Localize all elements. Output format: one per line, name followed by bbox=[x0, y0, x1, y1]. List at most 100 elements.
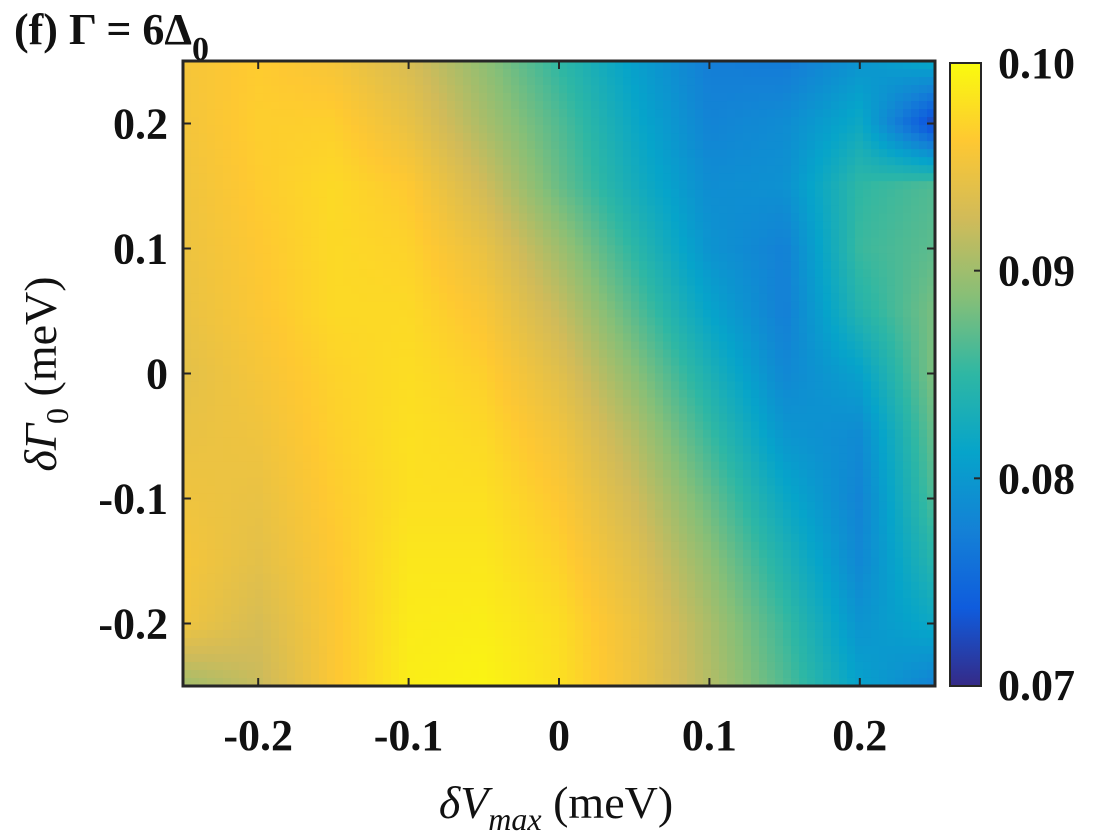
heatmap-cell bbox=[423, 149, 432, 158]
heatmap-cell bbox=[703, 85, 712, 94]
heatmap-cell bbox=[439, 453, 448, 463]
heatmap-cell bbox=[199, 461, 208, 471]
heatmap-cell bbox=[503, 309, 512, 319]
heatmap-cell bbox=[767, 461, 776, 471]
heatmap-cell bbox=[719, 365, 728, 375]
heatmap-cell bbox=[335, 173, 344, 182]
heatmap-cell bbox=[663, 157, 672, 166]
heatmap-cell bbox=[879, 405, 888, 415]
heatmap-cell bbox=[583, 269, 592, 278]
heatmap-cell bbox=[631, 437, 640, 447]
heatmap-cell bbox=[359, 141, 368, 150]
heatmap-cell bbox=[327, 357, 336, 367]
heatmap-cell bbox=[815, 277, 824, 286]
heatmap-cell bbox=[343, 237, 352, 246]
heatmap-cell bbox=[695, 453, 704, 463]
heatmap-cell bbox=[191, 77, 200, 86]
heatmap-cell bbox=[703, 341, 712, 351]
heatmap-cell bbox=[495, 173, 504, 182]
heatmap-cell bbox=[399, 413, 408, 423]
heatmap-cell bbox=[863, 197, 872, 206]
heatmap-cell bbox=[343, 437, 352, 447]
heatmap-cell bbox=[199, 325, 208, 335]
heatmap-cell bbox=[447, 125, 456, 134]
heatmap-cell bbox=[823, 285, 832, 294]
heatmap-cell bbox=[655, 69, 664, 78]
heatmap-cell bbox=[495, 301, 504, 310]
heatmap-cell bbox=[303, 197, 312, 206]
heatmap-cell bbox=[895, 213, 904, 222]
heatmap-cell bbox=[639, 333, 648, 343]
heatmap-cell bbox=[551, 197, 560, 206]
heatmap-cell bbox=[503, 357, 512, 367]
heatmap-cell bbox=[703, 125, 712, 134]
heatmap-cell bbox=[471, 341, 480, 351]
heatmap-cell bbox=[839, 429, 848, 439]
heatmap-cell bbox=[255, 109, 264, 118]
heatmap-cell bbox=[327, 301, 336, 310]
heatmap-cell bbox=[791, 429, 800, 439]
heatmap-cell bbox=[479, 437, 488, 447]
heatmap-cell bbox=[631, 477, 640, 487]
heatmap-cell bbox=[583, 437, 592, 447]
heatmap-cell bbox=[271, 253, 280, 262]
heatmap-cell bbox=[447, 253, 456, 262]
heatmap-cell bbox=[727, 285, 736, 294]
heatmap-cell bbox=[743, 189, 752, 198]
heatmap-cell bbox=[663, 317, 672, 327]
heatmap-cell bbox=[351, 349, 360, 359]
heatmap-cell bbox=[311, 445, 320, 455]
heatmap-cell bbox=[287, 277, 296, 286]
heatmap-cell bbox=[671, 165, 680, 174]
heatmap-cell bbox=[591, 365, 600, 375]
heatmap-cell bbox=[471, 357, 480, 367]
heatmap-cell bbox=[207, 93, 216, 102]
heatmap-cell bbox=[655, 301, 664, 310]
heatmap-cell bbox=[903, 269, 912, 278]
heatmap-cell bbox=[247, 277, 256, 286]
heatmap-cell bbox=[583, 317, 592, 327]
heatmap-cell bbox=[383, 221, 392, 230]
heatmap-cell bbox=[839, 157, 848, 166]
heatmap-cell bbox=[863, 341, 872, 351]
heatmap-cell bbox=[631, 85, 640, 94]
heatmap-cell bbox=[263, 413, 272, 423]
heatmap-cell bbox=[679, 365, 688, 375]
heatmap-cell bbox=[911, 221, 920, 230]
heatmap-cell bbox=[455, 181, 464, 190]
heatmap-cell bbox=[471, 285, 480, 294]
heatmap-cell bbox=[471, 381, 480, 391]
heatmap-cell bbox=[599, 397, 608, 407]
heatmap-cell bbox=[591, 237, 600, 246]
heatmap-cell bbox=[415, 189, 424, 198]
heatmap-cell bbox=[847, 237, 856, 246]
heatmap-cell bbox=[287, 85, 296, 94]
heatmap-cell bbox=[479, 61, 488, 70]
heatmap-cell bbox=[279, 101, 288, 110]
heatmap-cell bbox=[767, 445, 776, 455]
heatmap-cell bbox=[319, 469, 328, 479]
heatmap-cell bbox=[815, 133, 824, 142]
heatmap-cell bbox=[599, 285, 608, 294]
heatmap-cell bbox=[591, 125, 600, 134]
heatmap-cell bbox=[807, 173, 816, 182]
heatmap-cell bbox=[591, 85, 600, 94]
heatmap-cell bbox=[431, 101, 440, 110]
heatmap-cell bbox=[599, 173, 608, 182]
heatmap-cell bbox=[223, 213, 232, 222]
heatmap-cell bbox=[711, 269, 720, 278]
heatmap-cell bbox=[311, 77, 320, 86]
heatmap-cell bbox=[231, 205, 240, 214]
heatmap-cell bbox=[711, 421, 720, 431]
heatmap-cell bbox=[575, 125, 584, 134]
heatmap-cell bbox=[471, 173, 480, 182]
heatmap-cell bbox=[655, 197, 664, 206]
heatmap-cell bbox=[919, 397, 928, 407]
heatmap-cell bbox=[607, 301, 616, 310]
heatmap-cell bbox=[839, 477, 848, 487]
heatmap-cell bbox=[231, 85, 240, 94]
heatmap-cell bbox=[223, 245, 232, 254]
heatmap-cell bbox=[871, 413, 880, 423]
heatmap-cell bbox=[631, 245, 640, 254]
heatmap-cell bbox=[679, 445, 688, 455]
